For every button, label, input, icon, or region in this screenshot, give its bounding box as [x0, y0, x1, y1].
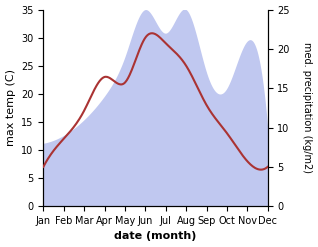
Y-axis label: med. precipitation (kg/m2): med. precipitation (kg/m2) [302, 42, 313, 173]
Y-axis label: max temp (C): max temp (C) [5, 69, 16, 146]
X-axis label: date (month): date (month) [114, 231, 197, 242]
